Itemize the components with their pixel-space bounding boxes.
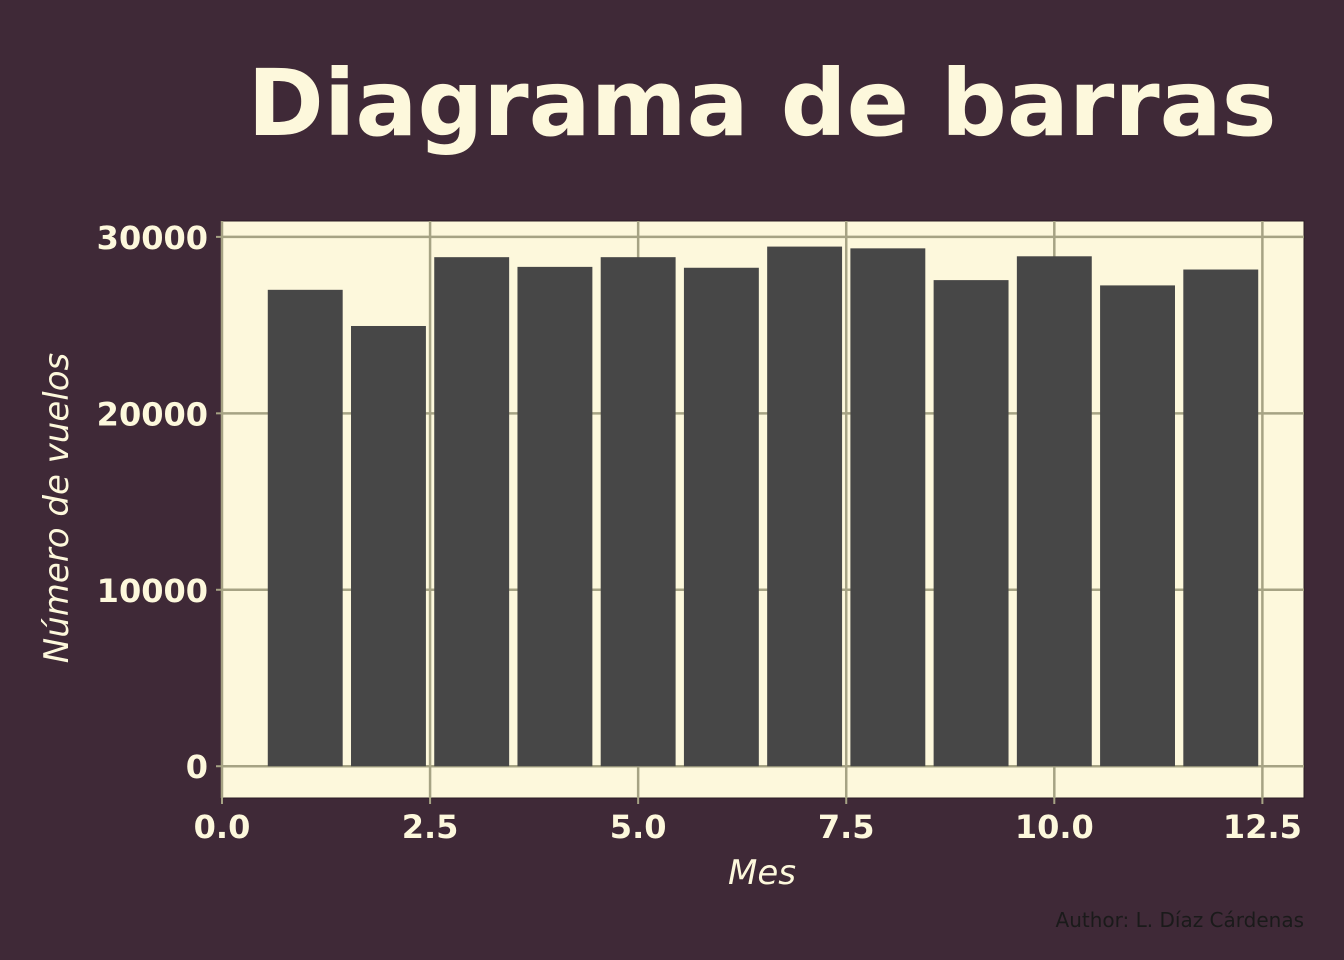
- bar-month-3: [434, 257, 510, 767]
- x-tick-label: 7.5: [818, 808, 875, 846]
- y-axis-ticks: 0 10000 20000 30000: [97, 219, 222, 786]
- y-tick-label: 30000: [97, 219, 208, 257]
- x-axis-label: Mes: [728, 853, 796, 893]
- bars: [267, 246, 1259, 767]
- bar-month-6: [683, 267, 759, 767]
- bar-month-12: [1183, 269, 1259, 767]
- bar-month-11: [1100, 285, 1175, 767]
- x-tick-label: 0.0: [194, 808, 251, 846]
- bar-month-10: [1016, 256, 1092, 767]
- y-tick-label: 20000: [97, 395, 208, 433]
- bar-month-9: [933, 280, 1009, 767]
- x-tick-label: 10.0: [1015, 808, 1094, 846]
- y-tick-label: 0: [186, 748, 208, 786]
- x-tick-label: 5.0: [610, 808, 667, 846]
- bar-month-1: [267, 289, 343, 767]
- x-tick-label: 2.5: [402, 808, 459, 846]
- chart-title: Diagrama de barras: [247, 50, 1276, 157]
- bar-month-8: [850, 248, 926, 767]
- y-axis-label: Número de vuelos: [37, 353, 77, 663]
- x-tick-label: 12.5: [1223, 808, 1302, 846]
- bar-month-7: [767, 246, 843, 767]
- y-tick-label: 10000: [97, 572, 208, 610]
- x-axis-ticks: 0.0 2.5 5.0 7.5 10.0 12.5: [194, 798, 1302, 846]
- bar-month-2: [351, 325, 426, 767]
- bar-month-5: [600, 257, 676, 767]
- bar-month-4: [517, 266, 593, 767]
- author-caption: Author: L. Díaz Cárdenas: [1056, 908, 1304, 932]
